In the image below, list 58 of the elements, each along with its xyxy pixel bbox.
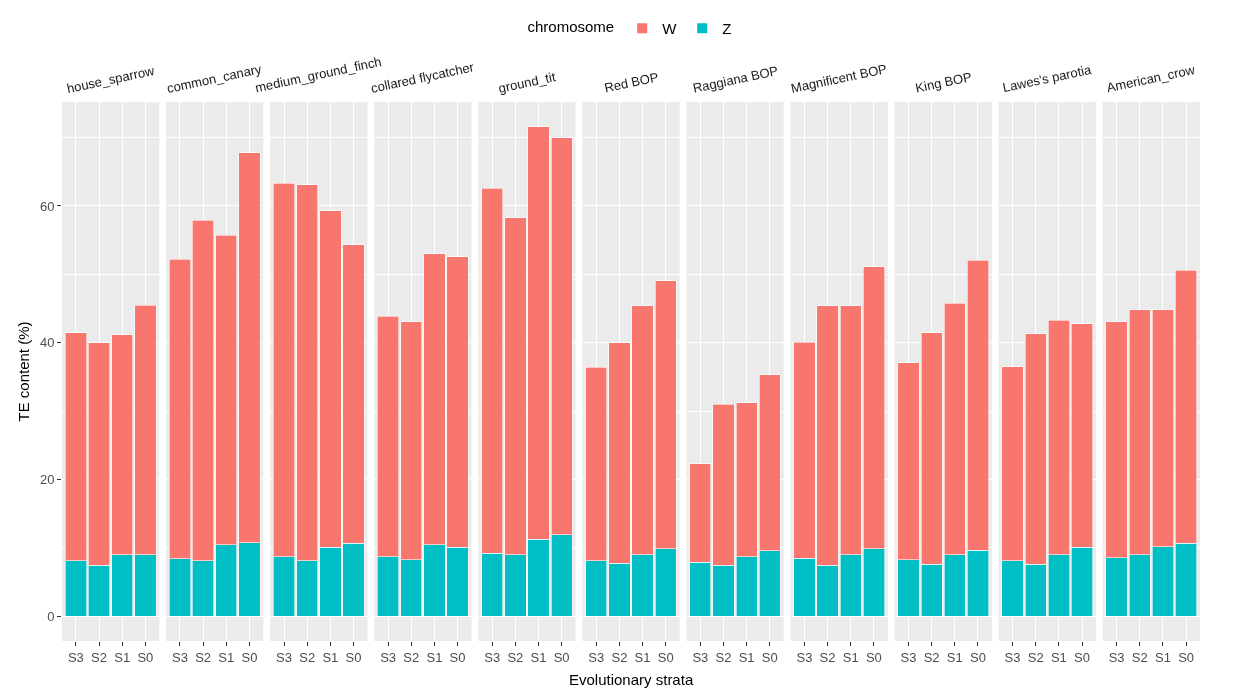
x-tick-label: S3 <box>172 649 188 665</box>
x-tick-label: S3 <box>1004 649 1021 665</box>
x-tick-label: S0 <box>241 649 258 665</box>
x-tick-label: S0 <box>137 649 154 665</box>
x-tick-label: S1 <box>426 649 443 665</box>
x-tick-label: S1 <box>738 649 755 665</box>
chart-title: Raggiana BOP <box>691 63 780 96</box>
chart-title: King BOP <box>914 69 974 96</box>
x-tick-label: S3 <box>900 649 917 665</box>
x-tick-label: S3 <box>692 649 709 665</box>
x-tick-label: S1 <box>530 649 547 665</box>
y-axis-title: TE content (%) <box>15 321 33 422</box>
chart-title: Magnificent BOP <box>789 61 889 97</box>
x-tick-label: S2 <box>1027 649 1044 665</box>
x-tick-label: S0 <box>1178 649 1195 665</box>
x-tick-label: S1 <box>322 649 339 665</box>
x-tick-label: S2 <box>195 649 212 665</box>
x-tick-label: S1 <box>1050 649 1067 665</box>
x-tick-label: S0 <box>1074 649 1090 665</box>
x-tick-label: S2 <box>1131 649 1148 665</box>
x-tick-label: S2 <box>923 649 940 665</box>
chart-title: Lawes's parotia <box>1001 61 1094 96</box>
x-tick-label: S2 <box>507 649 524 665</box>
x-tick-label: S1 <box>218 649 235 665</box>
x-tick-label: S2 <box>819 649 836 665</box>
legend-label: Z <box>722 20 732 38</box>
legend-label: W <box>662 20 678 38</box>
x-tick-label: S3 <box>796 649 813 665</box>
x-tick-label: S1 <box>634 649 651 665</box>
x-tick-label: S0 <box>553 649 570 665</box>
x-tick-label: S0 <box>449 649 466 665</box>
x-tick-label: S3 <box>276 649 292 665</box>
x-tick-label: S3 <box>1108 649 1125 665</box>
legend-title: chromosome <box>527 17 615 35</box>
x-tick-label: S3 <box>380 649 397 665</box>
x-tick-label: S1 <box>1155 649 1171 665</box>
x-tick-label: S2 <box>299 649 316 665</box>
x-tick-label: S2 <box>91 649 107 665</box>
y-tick-label: 40 <box>39 335 55 351</box>
x-tick-label: S0 <box>345 649 362 665</box>
x-tick-label: S0 <box>865 649 882 665</box>
x-tick-label: S0 <box>970 649 986 665</box>
x-axis-title: Evolutionary strata <box>569 671 694 688</box>
y-tick-label: 60 <box>39 198 55 214</box>
x-tick-label: S1 <box>842 649 859 665</box>
x-tick-label: S2 <box>403 649 420 665</box>
x-tick-label: S3 <box>588 649 605 665</box>
x-tick-label: S2 <box>611 649 628 665</box>
chart-title: Red BOP <box>603 69 660 96</box>
x-tick-label: S2 <box>715 649 732 665</box>
x-tick-label: S0 <box>761 649 778 665</box>
x-tick-label: S0 <box>657 649 674 665</box>
x-tick-label: S1 <box>114 649 131 665</box>
x-tick-label: S1 <box>946 649 963 665</box>
x-tick-label: S3 <box>484 649 501 665</box>
x-tick-label: S3 <box>67 649 84 665</box>
y-tick-label: 20 <box>39 472 55 488</box>
y-tick-label: 0 <box>47 608 55 624</box>
